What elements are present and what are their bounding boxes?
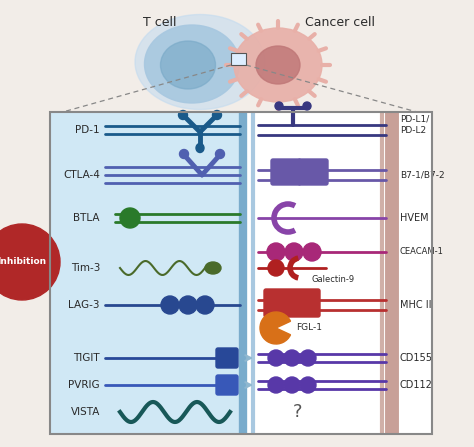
FancyBboxPatch shape (231, 53, 246, 65)
Ellipse shape (196, 143, 204, 152)
FancyBboxPatch shape (271, 159, 301, 185)
Ellipse shape (179, 110, 188, 119)
Circle shape (161, 296, 179, 314)
Text: B7-1/B7-2: B7-1/B7-2 (400, 170, 445, 180)
Circle shape (268, 377, 284, 393)
Circle shape (300, 377, 316, 393)
Text: PVRIG: PVRIG (68, 380, 100, 390)
Ellipse shape (303, 102, 311, 110)
Text: ?: ? (293, 403, 303, 421)
Ellipse shape (180, 149, 189, 159)
Ellipse shape (145, 25, 239, 103)
Circle shape (0, 224, 60, 300)
Text: CTLA-4: CTLA-4 (63, 170, 100, 180)
Text: Inhibition: Inhibition (0, 257, 46, 266)
Text: FGL-1: FGL-1 (296, 324, 322, 333)
Text: Galectin-9: Galectin-9 (312, 275, 355, 284)
Circle shape (268, 350, 284, 366)
Text: Cancer cell: Cancer cell (305, 16, 375, 29)
FancyBboxPatch shape (298, 159, 328, 185)
Text: CD112: CD112 (400, 380, 433, 390)
Circle shape (285, 243, 303, 261)
FancyBboxPatch shape (264, 289, 320, 317)
Text: PD-1: PD-1 (75, 125, 100, 135)
Ellipse shape (205, 262, 221, 274)
FancyBboxPatch shape (216, 348, 238, 368)
Circle shape (303, 243, 321, 261)
Text: LAG-3: LAG-3 (69, 300, 100, 310)
Text: CEACAM-1: CEACAM-1 (400, 248, 444, 257)
Circle shape (300, 350, 316, 366)
Circle shape (284, 350, 300, 366)
FancyBboxPatch shape (216, 375, 238, 395)
Text: T cell: T cell (143, 16, 177, 29)
Ellipse shape (256, 46, 300, 84)
Wedge shape (260, 312, 291, 344)
Ellipse shape (275, 102, 283, 110)
Text: TIGIT: TIGIT (73, 353, 100, 363)
Circle shape (179, 296, 197, 314)
Circle shape (268, 260, 284, 276)
Text: CD155: CD155 (400, 353, 433, 363)
Circle shape (120, 208, 140, 228)
Text: MHC II: MHC II (400, 300, 431, 310)
Circle shape (196, 296, 214, 314)
Text: VISTA: VISTA (71, 407, 100, 417)
FancyBboxPatch shape (50, 112, 432, 434)
Ellipse shape (135, 14, 265, 110)
Text: HVEM: HVEM (400, 213, 428, 223)
Ellipse shape (234, 28, 322, 102)
Ellipse shape (216, 149, 225, 159)
Circle shape (284, 377, 300, 393)
Ellipse shape (212, 110, 221, 119)
Text: Tim-3: Tim-3 (71, 263, 100, 273)
Text: BTLA: BTLA (73, 213, 100, 223)
FancyBboxPatch shape (50, 112, 245, 434)
Ellipse shape (161, 41, 216, 89)
Text: PD-L1/
PD-L2: PD-L1/ PD-L2 (400, 115, 429, 135)
Circle shape (267, 243, 285, 261)
